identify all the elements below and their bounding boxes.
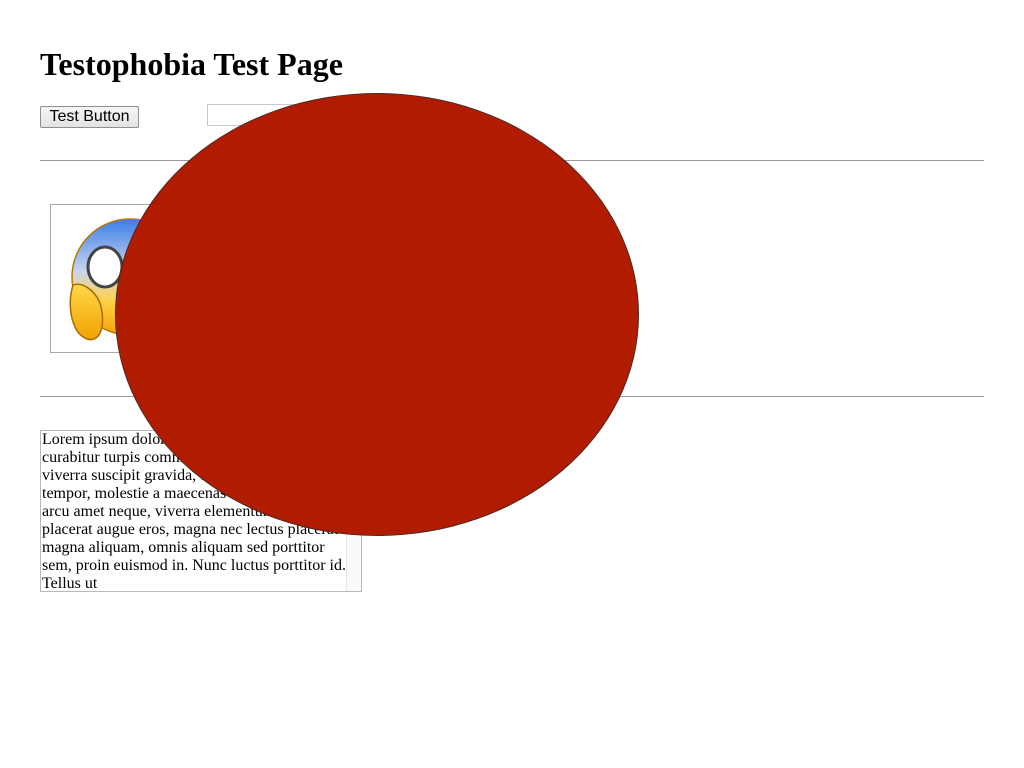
page-title: Testophobia Test Page [40,46,343,82]
red-oval-overlay[interactable] [115,93,639,536]
test-button[interactable]: Test Button [40,106,139,128]
